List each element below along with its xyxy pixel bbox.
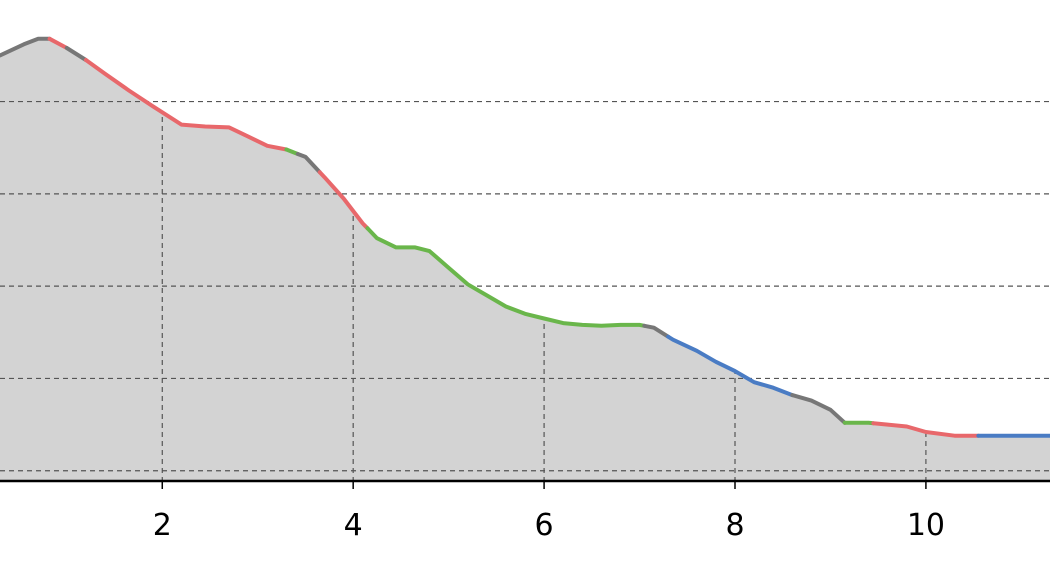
x-tick-label: 10 xyxy=(907,508,945,543)
axis-layer: 2 4 6 8 10 xyxy=(0,481,1050,543)
x-tick-label: 6 xyxy=(535,508,554,543)
x-tick-label: 8 xyxy=(725,508,744,543)
x-tick-label: 4 xyxy=(344,508,363,543)
area-fill xyxy=(0,39,1050,480)
x-tick-label: 2 xyxy=(153,508,172,543)
area-fill-layer xyxy=(0,39,1050,480)
